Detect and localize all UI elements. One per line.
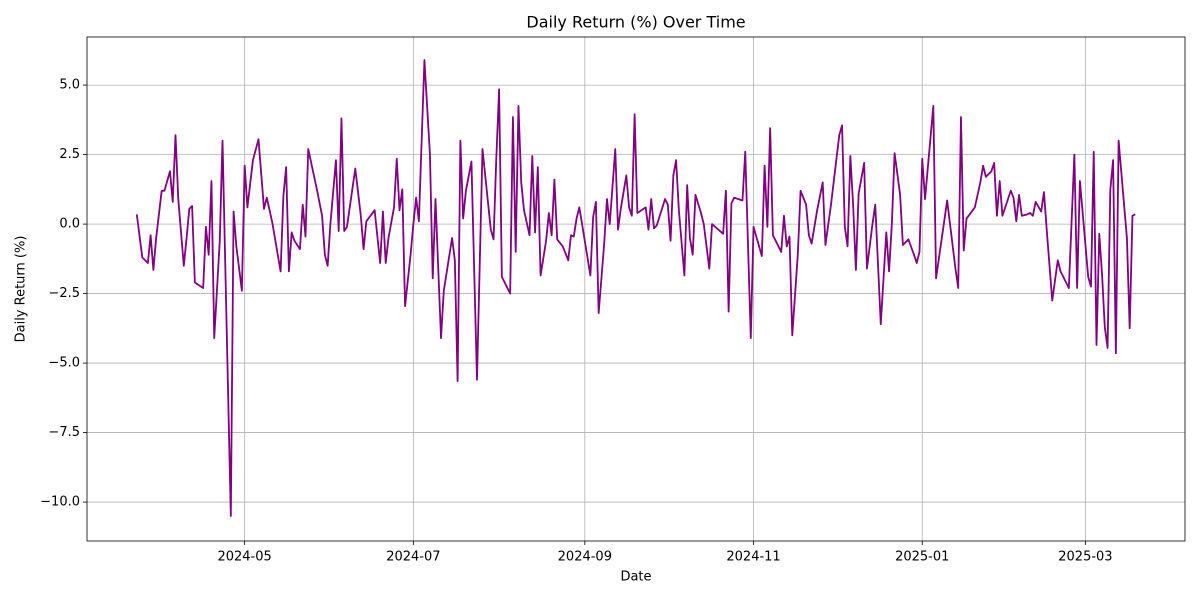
y-tick-label: −10.0: [40, 495, 80, 510]
y-tick-label: −2.5: [48, 286, 80, 301]
y-tick-label: 0.0: [59, 217, 80, 232]
y-tick-label: −5.0: [48, 356, 80, 371]
y-tick-label: −7.5: [48, 425, 80, 440]
x-tick-label: 2024-07: [386, 550, 440, 565]
x-tick-label: 2025-01: [895, 550, 949, 565]
y-tick-label: 2.5: [59, 147, 80, 162]
x-tick-label: 2024-05: [217, 550, 271, 565]
y-axis-label: Daily Return (%): [14, 236, 29, 343]
chart-title: Daily Return (%) Over Time: [526, 13, 745, 32]
plot-frame: [86, 36, 1186, 542]
y-tick-label: 5.0: [59, 78, 80, 93]
x-axis-label: Date: [620, 570, 651, 585]
x-tick-label: 2025-03: [1058, 550, 1112, 565]
x-tick-label: 2024-09: [558, 550, 612, 565]
x-tick-label: 2024-11: [726, 550, 780, 565]
data-line: [135, 59, 1136, 517]
